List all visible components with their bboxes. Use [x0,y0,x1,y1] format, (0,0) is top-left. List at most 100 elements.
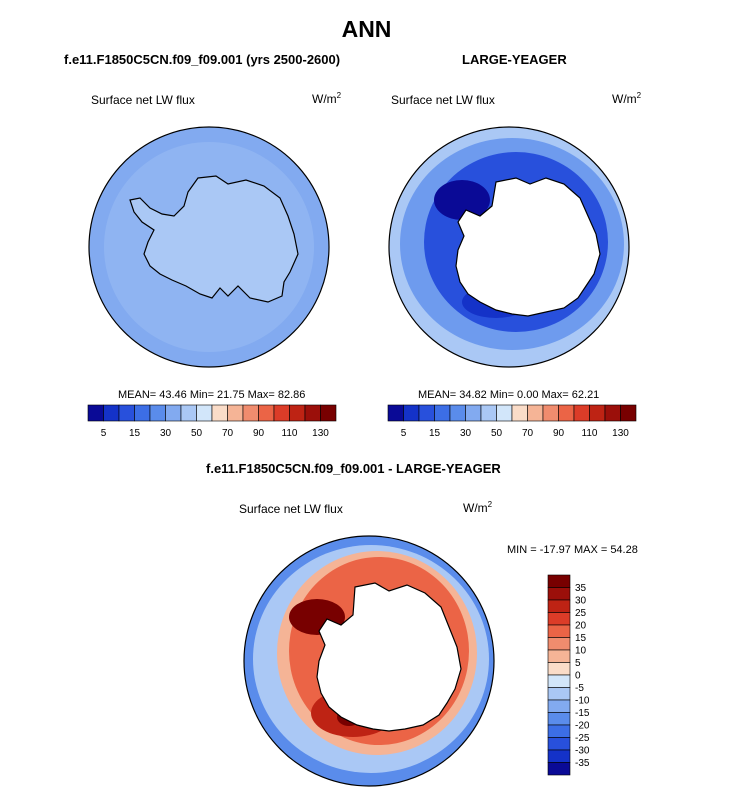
left-colorbar-box-7 [196,404,213,422]
left-colorbar-tick-6: 110 [282,428,298,439]
right-colorbar-box-9 [527,404,544,422]
diff-colorbar-tick-9: -10 [575,696,590,707]
left-colorbar-box-1 [103,404,120,422]
left-colorbar-tick-1: 15 [129,428,141,439]
diff-colorbar-tick-12: -25 [575,733,590,744]
right-colorbar-box-4 [449,404,466,422]
left-colorbar-tick-4: 70 [222,428,234,439]
diff-colorbar-tick-7: 0 [575,671,581,682]
diff-colorbar-box-7 [547,662,571,676]
right-colorbar-tick-6: 110 [582,428,598,439]
diff-colorbar-box-9 [547,687,571,701]
right-colorbar-box-12 [573,404,590,422]
diff-colorbar-box-8 [547,674,571,688]
right-colorbar-box-13 [589,404,606,422]
diff-colorbar-tick-11: -20 [575,721,590,732]
left-colorbar-box-12 [273,404,290,422]
right-colorbar-box-14 [604,404,621,422]
right-colorbar-box-10 [542,404,559,422]
left-colorbar-box-4 [149,404,166,422]
diff-colorbar-box-2 [547,599,571,613]
left-map-antarctica [129,175,299,303]
right-case-title: LARGE-YEAGER [462,52,567,67]
right-colorbar-box-7 [496,404,513,422]
diff-colorbar-box-11 [547,712,571,726]
right-colorbar-tick-5: 90 [553,428,565,439]
left-colorbar-box-9 [227,404,244,422]
right-variable-label: Surface net LW flux [391,93,495,107]
right-polar-map [388,126,630,368]
diff-colorbar-box-1 [547,587,571,601]
diff-polar-map [243,535,495,787]
diff-colorbar-tick-4: 15 [575,633,587,644]
diff-colorbar-tick-14: -35 [575,758,590,769]
right-colorbar-box-3 [434,404,451,422]
main-title: ANN [341,16,392,42]
diff-colorbar-tick-5: 10 [575,646,587,657]
diff-colorbar-box-4 [547,624,571,638]
right-colorbar-box-0 [387,404,404,422]
right-colorbar-tick-3: 50 [491,428,503,439]
right-colorbar-box-15 [620,404,637,422]
diff-colorbar-tick-0: 35 [575,583,587,594]
diff-colorbar-box-15 [547,762,571,776]
left-colorbar-tick-7: 130 [312,428,329,439]
right-colorbar-box-11 [558,404,575,422]
left-colorbar-box-13 [289,404,306,422]
left-colorbar-tick-2: 30 [160,428,172,439]
left-colorbar-box-2 [118,404,135,422]
left-colorbar-tick-5: 90 [253,428,265,439]
right-colorbar-box-5 [465,404,482,422]
diff-colorbar-tick-6: 5 [575,658,581,669]
right-colorbar-tick-1: 15 [429,428,441,439]
left-variable-label: Surface net LW flux [91,93,195,107]
left-colorbar: 5 15 30 50 70 90 110 130 [87,404,337,439]
right-colorbar: 5 15 30 50 70 90 110 130 [387,404,637,439]
left-case-title: f.e11.F1850C5CN.f09_f09.001 (yrs 2500-26… [64,52,341,67]
right-units-label: W/m2 [612,91,642,106]
left-polar-map [88,126,330,368]
diff-colorbar-tick-8: -5 [575,683,584,694]
diff-colorbar-tick-1: 30 [575,596,587,607]
diff-colorbar-box-13 [547,737,571,751]
right-colorbar-box-1 [403,404,420,422]
left-colorbar-box-3 [134,404,151,422]
right-colorbar-tick-7: 130 [612,428,629,439]
left-colorbar-box-0 [87,404,104,422]
left-map-border [88,126,330,368]
diff-colorbar-box-5 [547,637,571,651]
left-colorbar-box-5 [165,404,182,422]
right-map-antarctica [455,177,601,317]
diff-units-label: W/m2 [463,500,493,515]
diff-map-antarctica [316,582,462,732]
left-colorbar-box-14 [304,404,321,422]
left-units-label: W/m2 [312,91,342,106]
diff-colorbar-box-3 [547,612,571,626]
diff-colorbar-box-10 [547,699,571,713]
left-colorbar-box-11 [258,404,275,422]
left-colorbar-tick-3: 50 [191,428,203,439]
diff-colorbar-tick-13: -30 [575,746,590,757]
diff-stats: MIN = -17.97 MAX = 54.28 [507,544,638,556]
right-colorbar-tick-2: 30 [460,428,472,439]
left-colorbar-box-8 [211,404,228,422]
left-colorbar-tick-0: 5 [101,428,107,439]
diff-colorbar-tick-2: 25 [575,608,587,619]
diff-colorbar-tick-3: 20 [575,621,587,632]
left-colorbar-box-15 [320,404,337,422]
left-colorbar-box-10 [242,404,259,422]
diff-colorbar-tick-10: -15 [575,708,590,719]
right-map-border [388,126,630,368]
diff-case-title: f.e11.F1850C5CN.f09_f09.001 - LARGE-YEAG… [206,461,501,476]
left-colorbar-box-6 [180,404,197,422]
right-colorbar-box-8 [511,404,528,422]
right-colorbar-tick-0: 5 [401,428,407,439]
left-stats: MEAN= 43.46 Min= 21.75 Max= 82.86 [118,389,306,401]
diff-colorbar-box-0 [547,574,571,588]
right-map-ring-dark-west [434,180,490,220]
right-stats: MEAN= 34.82 Min= 0.00 Max= 62.21 [418,389,600,401]
right-colorbar-box-6 [480,404,497,422]
diff-colorbar-box-6 [547,649,571,663]
right-colorbar-box-2 [418,404,435,422]
